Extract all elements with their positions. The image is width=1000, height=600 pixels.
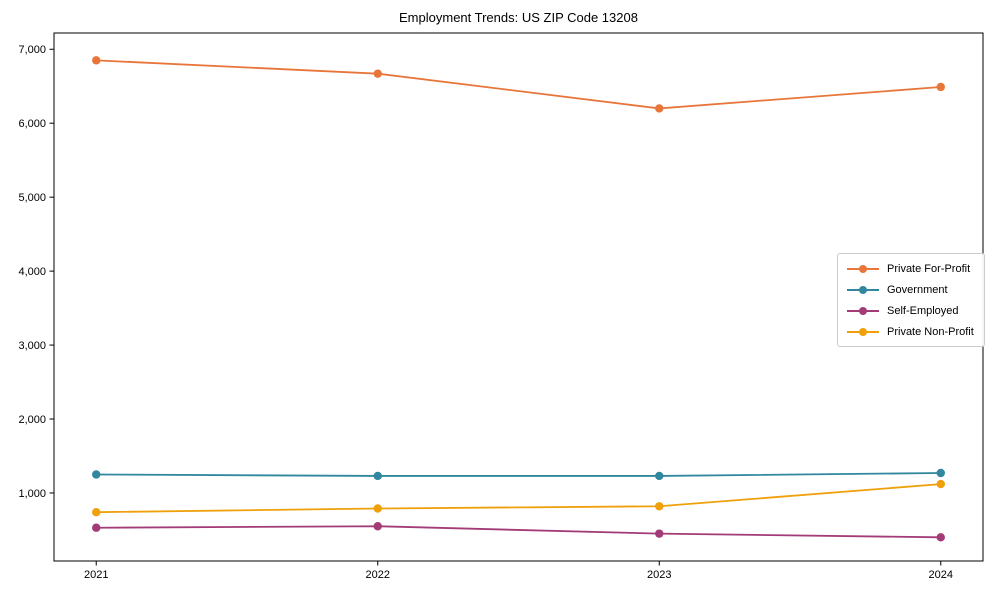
data-point-marker xyxy=(655,104,664,113)
legend-marker-icon xyxy=(847,303,879,318)
series-line xyxy=(96,59,941,110)
x-tick-label: 2021 xyxy=(84,569,108,581)
data-point-marker xyxy=(373,504,382,513)
legend-item: Private For-Profit xyxy=(847,261,974,276)
y-tick-label: 3,000 xyxy=(18,340,46,352)
data-point-marker xyxy=(92,507,101,517)
y-tick-label: 1,000 xyxy=(18,488,46,500)
data-point-marker xyxy=(936,479,945,489)
data-point-marker xyxy=(655,529,664,538)
x-tick-label: 2023 xyxy=(647,569,671,581)
legend-label: Private For-Profit xyxy=(887,262,971,275)
legend-marker-icon xyxy=(847,324,879,339)
y-tick-label: 4,000 xyxy=(18,266,46,278)
data-point-marker xyxy=(373,69,382,78)
legend-item: Government xyxy=(847,282,974,297)
data-point-marker xyxy=(92,56,101,65)
y-tick-label: 2,000 xyxy=(18,414,46,426)
data-point-marker xyxy=(655,502,664,511)
y-tick-label: 7,000 xyxy=(18,44,46,56)
legend-label: Private Non-Profit xyxy=(887,325,974,338)
legend: Private For-Profit Government Self-Employe… xyxy=(837,253,985,347)
series-line xyxy=(96,525,941,539)
data-point-marker xyxy=(373,471,382,481)
series-line xyxy=(96,472,941,477)
data-point-marker xyxy=(92,523,101,532)
chart-title: Employment Trends: US ZIP Code 13208 xyxy=(399,10,638,25)
legend-label: Government xyxy=(887,283,948,296)
series-line xyxy=(96,483,941,514)
y-tick-label: 5,000 xyxy=(18,192,46,204)
data-point-marker xyxy=(373,522,382,531)
data-point-marker xyxy=(936,533,945,542)
data-point-marker xyxy=(936,82,945,92)
x-tick-label: 2022 xyxy=(366,569,390,581)
data-point-marker xyxy=(655,471,664,481)
legend-marker-icon xyxy=(847,261,879,276)
x-tick-label: 2024 xyxy=(929,569,953,581)
data-point-marker xyxy=(92,470,101,479)
legend-item: Self-Employed xyxy=(847,303,974,318)
legend-marker-icon xyxy=(847,282,879,297)
legend-label: Self-Employed xyxy=(887,304,959,317)
data-point-marker xyxy=(936,468,945,478)
y-tick-label: 6,000 xyxy=(18,118,46,130)
legend-item: Private Non-Profit xyxy=(847,324,974,339)
